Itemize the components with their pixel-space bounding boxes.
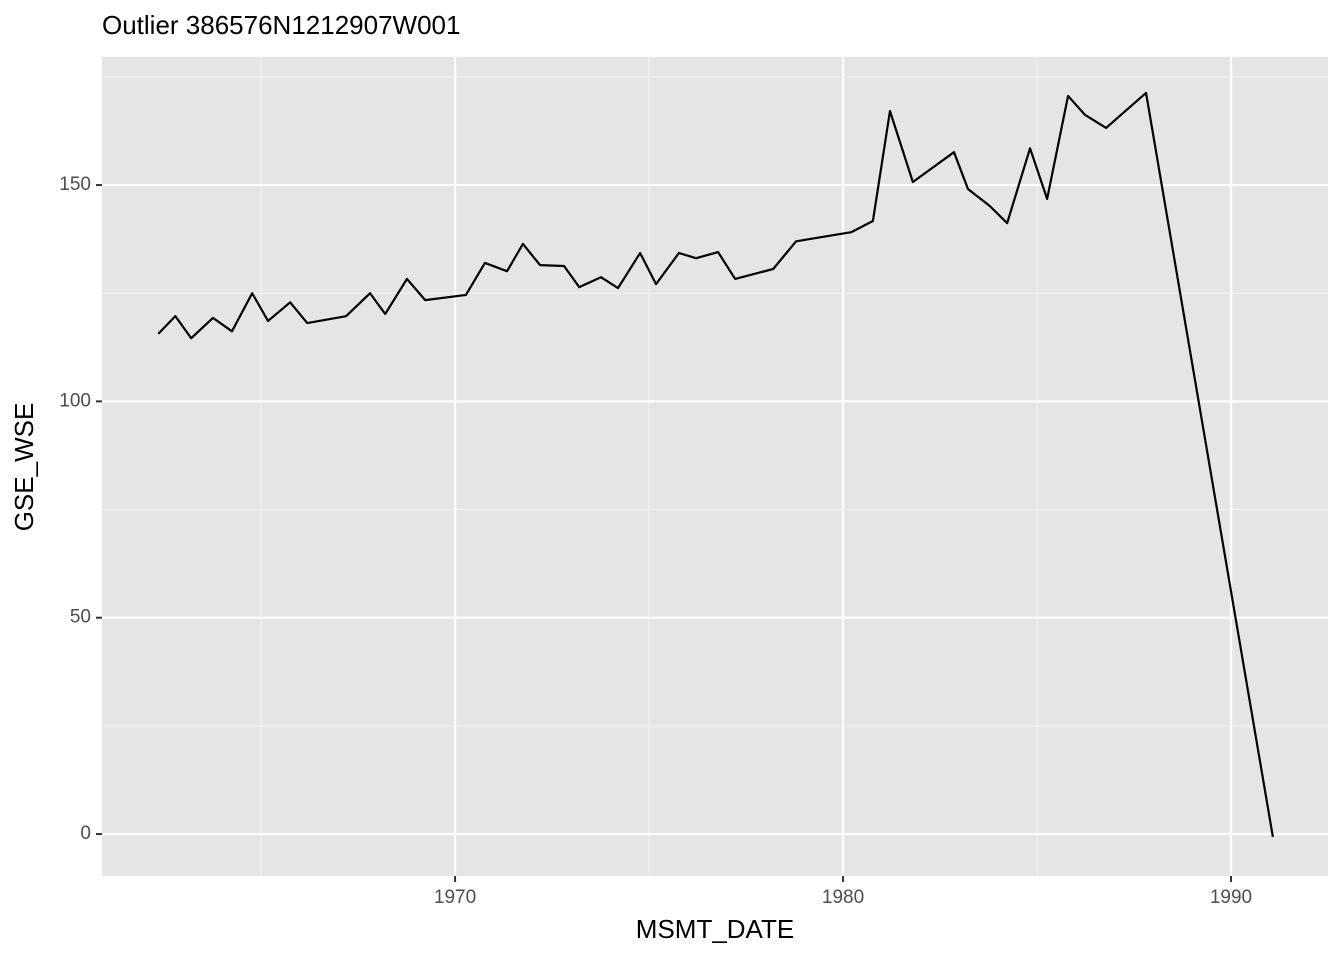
x-axis-title: MSMT_DATE xyxy=(636,914,794,944)
data-line xyxy=(157,91,1274,838)
y-tick-label: 100 xyxy=(59,390,91,411)
y-tick-label: 50 xyxy=(70,607,91,628)
x-tick-label: 1970 xyxy=(434,887,476,908)
x-tick-label: 1990 xyxy=(1210,887,1252,908)
chart-title: Outlier 386576N1212907W001 xyxy=(102,10,460,40)
y-axis-title: GSE_WSE xyxy=(9,403,39,532)
y-tick-label: 0 xyxy=(80,823,91,844)
panel xyxy=(102,57,1328,876)
x-tick-label: 1980 xyxy=(822,887,864,908)
y-tick-label: 150 xyxy=(59,174,91,195)
